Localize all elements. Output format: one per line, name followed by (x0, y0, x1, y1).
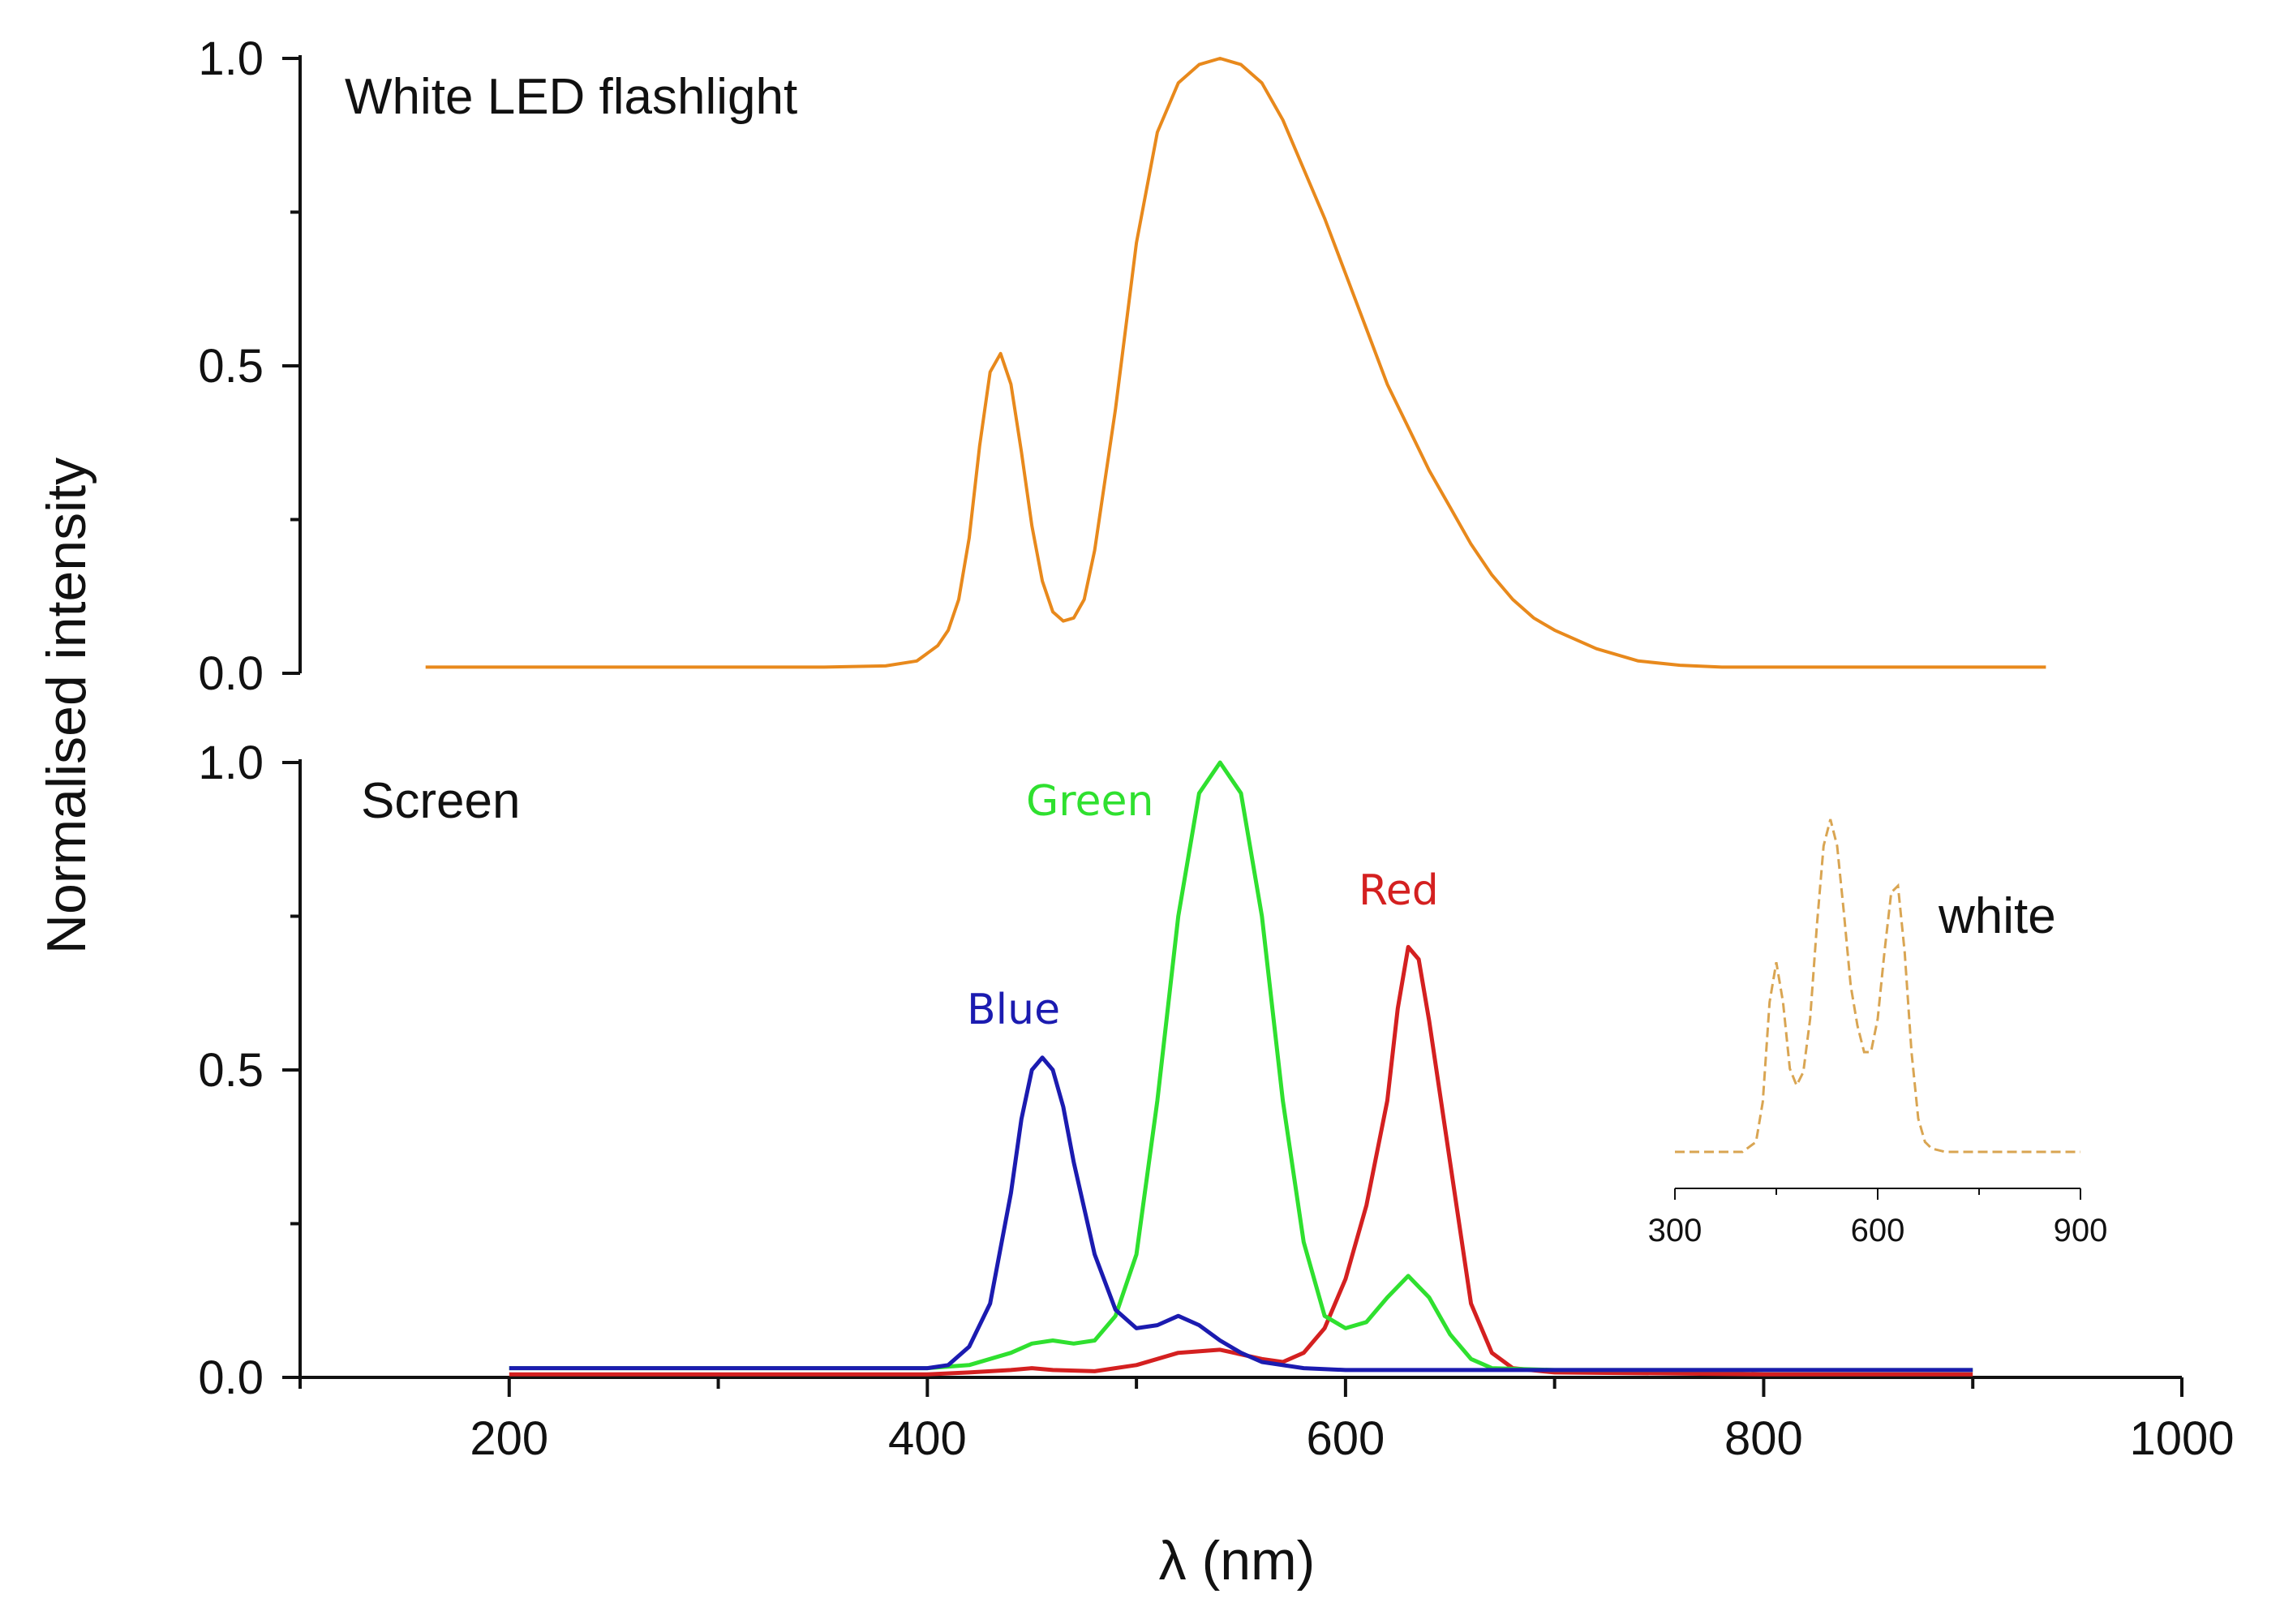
series-line-red (509, 944, 1973, 1377)
series-label-green: Green (1026, 777, 1153, 826)
top-panel: 0.0 0.5 1.0 White LED flashlight (198, 32, 2046, 700)
x-tick-label: 200 (470, 1412, 548, 1465)
y-axis-label: Normalised intensity (36, 458, 97, 954)
inset-title: white (1938, 888, 2056, 944)
bottom-y-ticks: 0.0 0.5 1.0 (198, 737, 300, 1404)
y-tick-label: 0.5 (198, 340, 264, 393)
bottom-panel: 0.00.51.0 200 400 600 800 1000 Screen Green … (198, 737, 2234, 1465)
inset-x-tick-label: 600 (1851, 1213, 1905, 1248)
x-tick-label: 1000 (2129, 1412, 2234, 1465)
top-y-ticks: 0.0 0.5 1.0 (198, 32, 300, 700)
series-label-red: Red (1359, 866, 1439, 915)
y-tick-label: 0.0 (198, 647, 264, 700)
inset-chart: 300 600 900 white (1648, 818, 2108, 1248)
series-line-inset-white (1675, 818, 2080, 1154)
x-tick-label: 800 (1724, 1412, 1803, 1465)
series-line-green (509, 760, 1973, 1373)
inset-x-tick-label: 300 (1648, 1213, 1702, 1248)
series-line-white-led (425, 57, 2046, 669)
y-tick-label: 0.0 (198, 1351, 264, 1404)
top-panel-title: White LED flashlight (345, 69, 797, 125)
y-tick-label: 1.0 (198, 737, 264, 789)
bottom-x-ticks: 200 400 600 800 1000 (298, 1377, 2235, 1465)
x-axis-label: λ (nm) (1159, 1530, 1316, 1592)
bottom-panel-title: Screen (361, 773, 520, 829)
series-line-blue (509, 1055, 1973, 1373)
inset-x-tick-label: 900 (2054, 1213, 2108, 1248)
y-tick-label: 0.5 (198, 1044, 264, 1097)
x-tick-label: 600 (1306, 1412, 1385, 1465)
series-label-blue: Blue (967, 986, 1060, 1034)
y-tick-label: 1.0 (198, 32, 264, 85)
x-tick-label: 400 (888, 1412, 967, 1465)
inset-x-ticks: 300 600 900 (1648, 1188, 2108, 1248)
